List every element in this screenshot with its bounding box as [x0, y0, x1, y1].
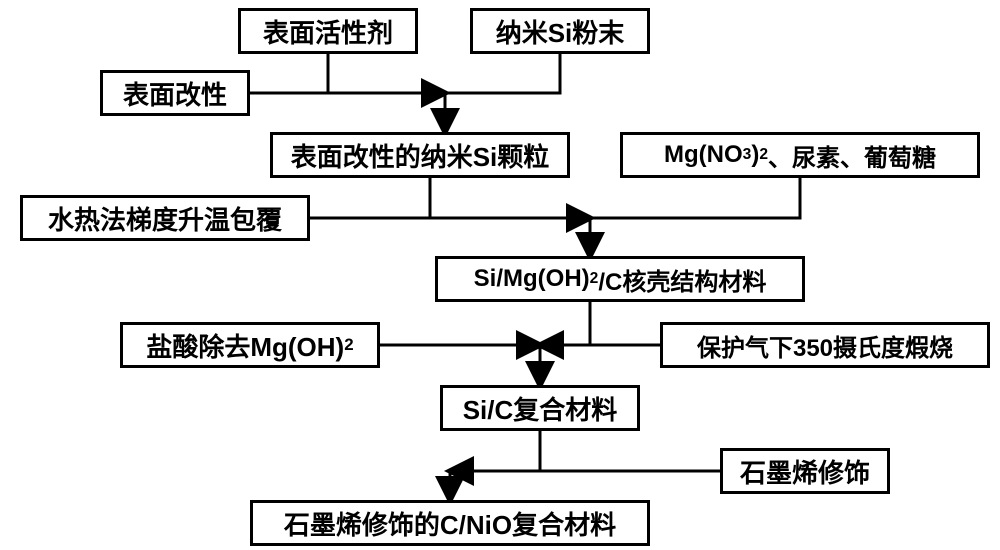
box-graphene: 石墨烯修饰: [720, 448, 890, 494]
box-mg-urea: Mg(NO3)2、尿素、葡萄糖: [620, 132, 980, 178]
box-surf-mod: 表面改性: [100, 70, 250, 116]
box-mod-si: 表面改性的纳米Si颗粒: [270, 132, 570, 178]
box-hydrothermal: 水热法梯度升温包覆: [20, 195, 310, 241]
box-calcine: 保护气下350摄氏度煆烧: [660, 322, 990, 368]
box-sic: Si/C复合材料: [440, 385, 640, 431]
box-simg: Si/Mg(OH)2/C核壳结构材料: [435, 256, 805, 302]
box-final: 石墨烯修饰的C/NiO复合材料: [250, 500, 650, 546]
box-nano-si: 纳米Si粉末: [470, 8, 650, 54]
box-hcl: 盐酸除去Mg(OH)2: [120, 322, 380, 368]
box-surfactant: 表面活性剂: [238, 8, 418, 54]
